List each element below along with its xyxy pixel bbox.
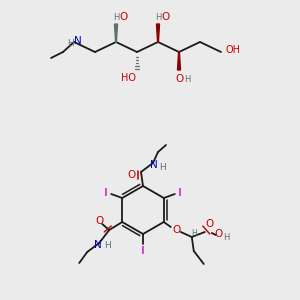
Text: I: I xyxy=(178,188,182,198)
Text: H: H xyxy=(104,242,111,250)
Text: HO: HO xyxy=(122,73,136,83)
Text: H: H xyxy=(159,163,165,172)
Text: H: H xyxy=(67,38,73,47)
Text: H: H xyxy=(224,233,230,242)
Text: O: O xyxy=(120,12,128,22)
Text: O: O xyxy=(173,225,181,235)
Text: O: O xyxy=(175,74,183,84)
Polygon shape xyxy=(115,24,118,42)
Text: O: O xyxy=(95,216,103,226)
Text: O: O xyxy=(215,229,223,239)
Polygon shape xyxy=(178,52,181,70)
Text: O: O xyxy=(128,170,136,180)
Text: O: O xyxy=(162,12,170,22)
Text: H: H xyxy=(191,229,197,238)
Text: I: I xyxy=(141,246,145,256)
Text: N: N xyxy=(150,160,158,170)
Text: H: H xyxy=(155,13,161,22)
Text: I: I xyxy=(104,188,108,198)
Polygon shape xyxy=(157,24,160,42)
Text: N: N xyxy=(74,36,82,46)
Text: OH: OH xyxy=(226,45,241,55)
Text: O: O xyxy=(206,219,214,229)
Text: H: H xyxy=(113,13,119,22)
Text: H: H xyxy=(184,74,190,83)
Text: N: N xyxy=(94,240,102,250)
